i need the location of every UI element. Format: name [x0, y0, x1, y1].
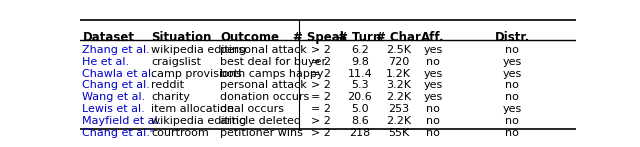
Text: > 2: > 2	[310, 128, 330, 138]
Text: yes: yes	[424, 92, 443, 102]
Text: article deleted: article deleted	[220, 116, 301, 126]
Text: item allocation: item allocation	[151, 104, 234, 114]
Text: no: no	[505, 128, 519, 138]
Text: donation occurs: donation occurs	[220, 92, 310, 102]
Text: charity: charity	[151, 92, 190, 102]
Text: yes: yes	[502, 104, 522, 114]
Text: 20.6: 20.6	[348, 92, 372, 102]
Text: # Speak: # Speak	[293, 31, 348, 44]
Text: Distr.: Distr.	[494, 31, 530, 44]
Text: deal occurs: deal occurs	[220, 104, 284, 114]
Text: no: no	[505, 116, 519, 126]
Text: 1.2K: 1.2K	[386, 69, 411, 79]
Text: yes: yes	[424, 45, 443, 55]
Text: > 2: > 2	[310, 80, 330, 90]
Text: > 2: > 2	[310, 45, 330, 55]
Text: reddit: reddit	[151, 80, 184, 90]
Text: Aff.: Aff.	[421, 31, 445, 44]
Text: # Turn: # Turn	[338, 31, 381, 44]
Text: 2.5K: 2.5K	[386, 45, 411, 55]
Text: 3.2K: 3.2K	[386, 80, 411, 90]
Text: no: no	[426, 57, 440, 67]
Text: no: no	[505, 80, 519, 90]
Text: Dataset: Dataset	[83, 31, 134, 44]
Text: = 2: = 2	[310, 69, 331, 79]
Text: yes: yes	[502, 69, 522, 79]
Text: Chang et al.ᵃ: Chang et al.ᵃ	[83, 128, 155, 138]
Text: 5.0: 5.0	[351, 104, 369, 114]
Text: Wang et al.: Wang et al.	[83, 92, 146, 102]
Text: 253: 253	[388, 104, 409, 114]
Text: = 2: = 2	[310, 57, 331, 67]
Text: no: no	[505, 92, 519, 102]
Text: no: no	[426, 128, 440, 138]
Text: best deal for buyer: best deal for buyer	[220, 57, 326, 67]
Text: 8.6: 8.6	[351, 116, 369, 126]
Text: Mayfield et al.: Mayfield et al.	[83, 116, 162, 126]
Text: personal attack: personal attack	[220, 80, 307, 90]
Text: = 2: = 2	[310, 104, 331, 114]
Text: both camps happy: both camps happy	[220, 69, 324, 79]
Text: = 2: = 2	[310, 92, 331, 102]
Text: yes: yes	[502, 57, 522, 67]
Text: Outcome: Outcome	[220, 31, 280, 44]
Text: 2.2K: 2.2K	[386, 116, 412, 126]
Text: Lewis et al.: Lewis et al.	[83, 104, 145, 114]
Text: # Char: # Char	[376, 31, 421, 44]
Text: yes: yes	[424, 69, 443, 79]
Text: wikipedia editing: wikipedia editing	[151, 45, 246, 55]
Text: Chang et al.: Chang et al.	[83, 80, 150, 90]
Text: wikipedia editing: wikipedia editing	[151, 116, 246, 126]
Text: craigslist: craigslist	[151, 57, 201, 67]
Text: no: no	[426, 116, 440, 126]
Text: 218: 218	[349, 128, 371, 138]
Text: no: no	[426, 104, 440, 114]
Text: He et al.: He et al.	[83, 57, 130, 67]
Text: Zhang et al.: Zhang et al.	[83, 45, 150, 55]
Text: personal attack: personal attack	[220, 45, 307, 55]
Text: petitioner wins: petitioner wins	[220, 128, 303, 138]
Text: 2.2K: 2.2K	[386, 92, 412, 102]
Text: 5.3: 5.3	[351, 80, 369, 90]
Text: Chawla et al.: Chawla et al.	[83, 69, 156, 79]
Text: 11.4: 11.4	[348, 69, 372, 79]
Text: 6.2: 6.2	[351, 45, 369, 55]
Text: 9.8: 9.8	[351, 57, 369, 67]
Text: courtroom: courtroom	[151, 128, 209, 138]
Text: 55K: 55K	[388, 128, 410, 138]
Text: Situation: Situation	[151, 31, 211, 44]
Text: yes: yes	[424, 80, 443, 90]
Text: no: no	[505, 45, 519, 55]
Text: camp provisions: camp provisions	[151, 69, 242, 79]
Text: 720: 720	[388, 57, 410, 67]
Text: > 2: > 2	[310, 116, 330, 126]
